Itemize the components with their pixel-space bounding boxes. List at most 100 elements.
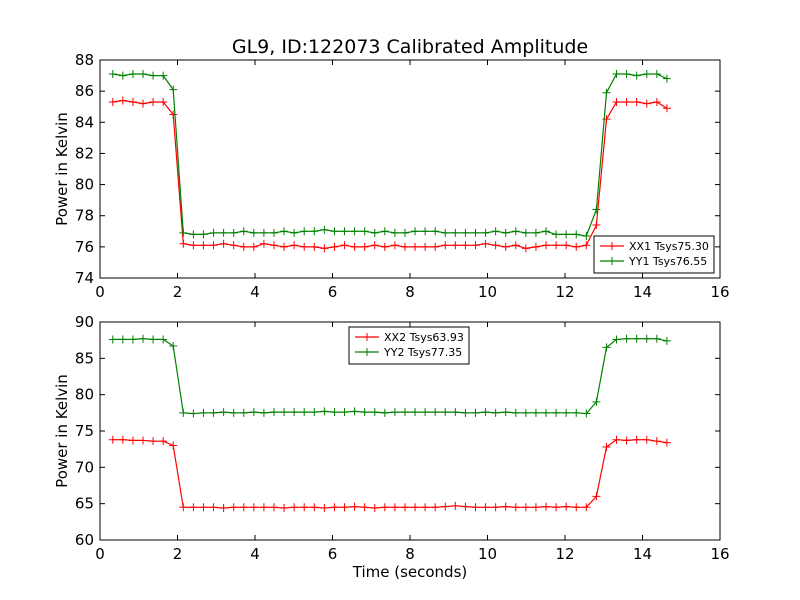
data-point [562,502,571,511]
data-point [239,408,248,417]
data-point [542,408,551,417]
data-point [642,334,651,343]
data-point [209,408,218,417]
x-tick-label: 12 [555,283,574,301]
data-point [582,231,591,240]
data-point [441,502,450,511]
data-point [662,336,671,345]
data-point [189,230,198,239]
data-point [441,408,450,417]
data-point [108,335,117,344]
data-point [400,503,409,512]
data-point [501,502,510,511]
data-point [330,242,339,251]
data-point [421,227,430,236]
x-tick-label: 12 [555,545,574,563]
data-point [209,228,218,237]
data-point [219,504,228,513]
data-point [612,70,621,79]
data-point [149,335,158,344]
data-point [128,70,137,79]
data-point [562,408,571,417]
data-point [461,408,470,417]
data-point [239,503,248,512]
data-point [501,228,510,237]
data-point [128,436,137,445]
data-point [411,408,420,417]
data-point [582,409,591,418]
legend-box [593,235,715,274]
data-point [602,88,611,97]
data-point [118,335,127,344]
data-point [400,228,409,237]
data-point [280,504,289,513]
data-point [411,242,420,251]
y-axis-label: Power in Kelvin [53,374,71,488]
data-point [431,242,440,251]
data-point [149,437,158,446]
data-point [360,408,369,417]
data-point [300,408,309,417]
legend-marker [608,257,616,265]
y-tick-label: 75 [75,422,94,440]
data-point [662,104,671,113]
data-point [411,227,420,236]
data-point [612,98,621,107]
data-point [118,435,127,444]
data-point [511,408,520,417]
data-point [521,228,530,237]
data-point [269,503,278,512]
data-point [310,242,319,251]
x-tick-label: 8 [405,545,415,563]
y-tick-label: 86 [75,82,94,100]
data-point [562,241,571,250]
data-point [199,241,208,250]
data-point [300,503,309,512]
y-tick-label: 76 [75,238,94,256]
legend-marker [363,348,371,356]
x-tick-label: 0 [95,283,105,301]
data-point [521,408,530,417]
data-point [451,228,460,237]
data-point [380,503,389,512]
data-point [592,221,601,230]
data-point [249,228,258,237]
data-point [531,503,540,512]
data-point [501,242,510,251]
data-point [481,228,490,237]
data-point [612,335,621,344]
data-point [662,74,671,83]
data-point [259,228,268,237]
data-point [370,408,379,417]
data-point [340,227,349,236]
data-point [592,205,601,214]
data-point [612,435,621,444]
data-point [451,241,460,250]
data-point [249,242,258,251]
data-point [350,502,359,511]
data-point [229,408,238,417]
data-point [400,408,409,417]
legend-label: YY2 Tsys77.35 [383,346,462,359]
data-point [481,408,490,417]
data-point [199,230,208,239]
data-point [239,242,248,251]
x-tick-label: 2 [173,283,183,301]
data-point [622,70,631,79]
data-point [622,334,631,343]
data-point [128,98,137,107]
data-point [320,244,329,253]
data-point [169,110,178,119]
data-point [159,98,168,107]
data-point [108,435,117,444]
data-point [179,408,188,417]
x-tick-label: 16 [710,283,729,301]
data-point [431,408,440,417]
data-point [159,437,168,446]
y-tick-label: 65 [75,495,94,513]
data-point [652,334,661,343]
data-point [380,242,389,251]
y-tick-label: 84 [75,113,94,131]
x-tick-label: 0 [95,545,105,563]
data-point [481,239,490,248]
